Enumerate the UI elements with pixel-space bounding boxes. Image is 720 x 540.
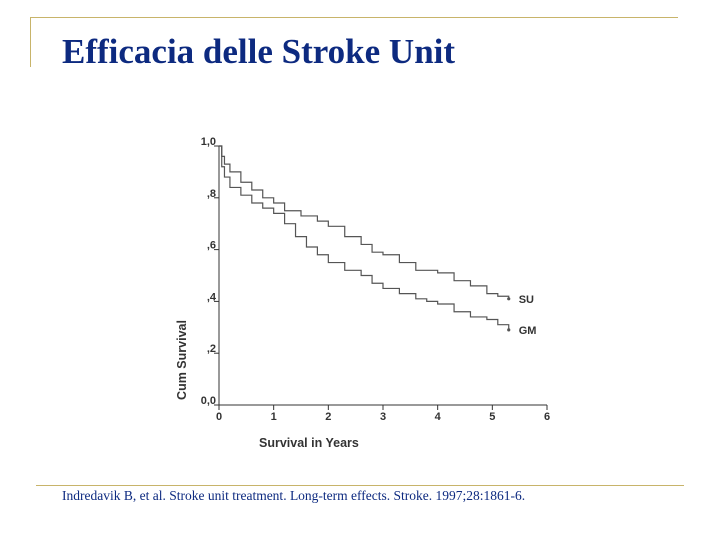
bottom-rule: [36, 485, 684, 486]
left-rule: [30, 17, 31, 67]
series-line-gm: [219, 145, 510, 330]
x-tick-label: 3: [380, 411, 386, 423]
series-end-point-su: [507, 297, 511, 301]
y-tick-label: ,4: [207, 291, 217, 303]
citation: Indredavik B, et al. Stroke unit treatme…: [62, 488, 526, 503]
x-tick-label: 5: [489, 411, 495, 423]
top-rule: [30, 17, 678, 18]
series-end-point-gm: [507, 328, 511, 332]
y-tick-label: ,2: [207, 343, 216, 355]
y-tick-label: 0,0: [201, 395, 216, 407]
y-tick-label: 1,0: [201, 136, 216, 148]
y-tick-label: ,6: [207, 240, 216, 252]
series-label-gm: GM: [519, 325, 537, 337]
x-tick-label: 1: [271, 411, 277, 423]
y-axis-label: Cum Survival: [175, 320, 189, 400]
series-line-su: [219, 145, 510, 299]
series-label-su: SU: [519, 294, 534, 306]
y-tick-label: ,8: [207, 188, 216, 200]
x-axis-label: Survival in Years: [259, 436, 359, 450]
x-tick-label: 6: [544, 411, 550, 423]
slide-title: Efficacia delle Stroke Unit: [62, 32, 456, 71]
x-tick-label: 4: [435, 411, 442, 423]
x-tick-label: 0: [216, 411, 222, 423]
x-tick-label: 2: [325, 411, 331, 423]
